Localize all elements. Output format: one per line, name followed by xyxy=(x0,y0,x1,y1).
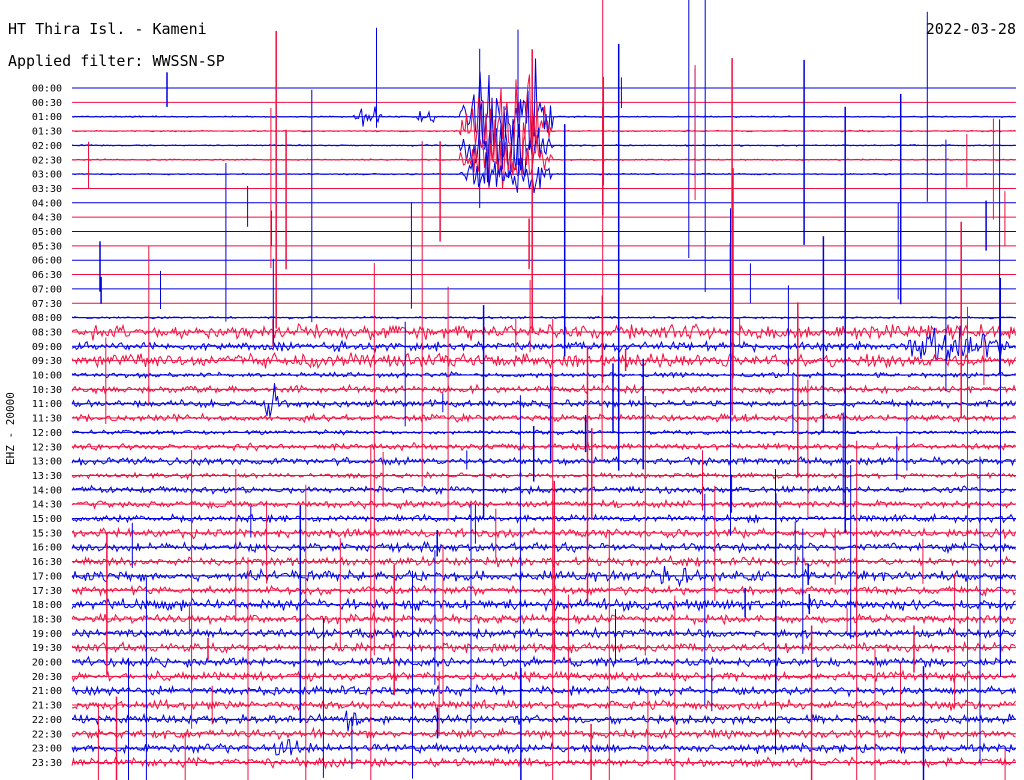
time-tick-label: 12:30 xyxy=(32,442,62,453)
date-label: 2022-03-28 xyxy=(925,20,1016,38)
time-tick-label: 12:00 xyxy=(32,428,62,439)
time-tick-label: 04:00 xyxy=(32,198,62,209)
time-tick-label: 00:30 xyxy=(32,98,62,109)
time-tick-label: 22:30 xyxy=(32,729,62,740)
time-tick-label: 23:30 xyxy=(32,758,62,769)
time-tick-label: 05:30 xyxy=(32,241,62,252)
waveform-trace xyxy=(71,554,1016,568)
time-tick-label: 13:30 xyxy=(32,471,62,482)
time-tick-label: 14:00 xyxy=(32,485,62,496)
time-tick-label: 01:30 xyxy=(32,127,62,138)
time-tick-label: 23:00 xyxy=(32,744,62,755)
waveform-trace xyxy=(71,74,1016,188)
time-tick-label: 21:30 xyxy=(32,701,62,712)
waveform-trace xyxy=(71,315,1016,320)
waveform-trace xyxy=(71,683,1016,698)
waveform-trace xyxy=(71,611,1016,626)
waveform-trace xyxy=(71,412,1016,424)
time-tick-label: 15:00 xyxy=(32,514,62,525)
station-title: HT Thira Isl. - Kameni xyxy=(8,20,207,38)
time-tick-label: 11:30 xyxy=(32,414,62,425)
time-tick-label: 20:00 xyxy=(32,658,62,669)
time-tick-label: 06:30 xyxy=(32,270,62,281)
waveform-trace xyxy=(71,584,1016,598)
waveform-trace xyxy=(71,540,1016,555)
waveform-trace xyxy=(71,455,1016,467)
filter-label: Applied filter: WWSSN-SP xyxy=(8,52,225,70)
time-tick-label: 18:30 xyxy=(32,614,62,625)
waveform-trace xyxy=(71,655,1016,669)
time-tick-label: 06:00 xyxy=(32,256,62,267)
waveform-trace xyxy=(71,626,1016,641)
waveform-trace xyxy=(71,429,1016,436)
time-tick-label: 11:00 xyxy=(32,399,62,410)
waveform-trace xyxy=(71,597,1016,613)
waveform-trace xyxy=(71,640,1016,654)
time-tick-label: 18:00 xyxy=(32,600,62,611)
waveform-trace xyxy=(71,498,1016,510)
time-tick-label: 02:00 xyxy=(32,141,62,152)
waveform-trace xyxy=(71,470,1016,481)
time-tick-label: 14:30 xyxy=(32,500,62,511)
time-tick-label: 15:30 xyxy=(32,528,62,539)
time-tick-label: 19:00 xyxy=(32,629,62,640)
time-tick-label: 04:30 xyxy=(32,213,62,224)
waveform-trace xyxy=(71,726,1016,741)
time-tick-label: 17:30 xyxy=(32,586,62,597)
time-tick-label: 16:00 xyxy=(32,543,62,554)
time-tick-label: 17:00 xyxy=(32,571,62,582)
time-tick-label: 08:30 xyxy=(32,327,62,338)
time-tick-label: 21:00 xyxy=(32,686,62,697)
waveform-trace xyxy=(71,566,1016,588)
time-tick-label: 02:30 xyxy=(32,155,62,166)
time-tick-label: 10:30 xyxy=(32,385,62,396)
waveform-trace xyxy=(71,370,1016,379)
time-tick-label: 00:00 xyxy=(32,84,62,95)
waveform-trace xyxy=(71,739,1016,756)
waveform-trace xyxy=(71,756,1016,770)
waveform-trace xyxy=(71,441,1016,452)
time-tick-label: 05:00 xyxy=(32,227,62,238)
time-tick-label: 03:00 xyxy=(32,170,62,181)
time-tick-label: 19:30 xyxy=(32,643,62,654)
time-tick-label: 09:30 xyxy=(32,356,62,367)
waveform-trace xyxy=(71,512,1016,524)
waveform-trace xyxy=(71,710,1016,732)
waveform-trace xyxy=(71,526,1016,541)
time-tick-label: 07:30 xyxy=(32,299,62,310)
time-tick-label: 09:00 xyxy=(32,342,62,353)
time-tick-label: 10:00 xyxy=(32,371,62,382)
waveform-trace xyxy=(71,119,1016,189)
waveform-trace xyxy=(71,325,1016,362)
waveform-trace xyxy=(71,383,1016,418)
waveform-trace xyxy=(71,698,1016,713)
waveform-trace xyxy=(71,103,1016,183)
waveform-trace xyxy=(71,351,1016,370)
waveform-trace xyxy=(71,669,1016,684)
waveform-trace xyxy=(71,484,1016,496)
waveform-trace xyxy=(71,151,1016,194)
time-tick-label: 01:00 xyxy=(32,112,62,123)
waveform-trace xyxy=(71,383,1016,395)
time-tick-label: 07:00 xyxy=(32,284,62,295)
time-tick-label: 13:00 xyxy=(32,457,62,468)
waveform-trace xyxy=(71,323,1016,341)
time-tick-label: 22:00 xyxy=(32,715,62,726)
time-tick-label: 08:00 xyxy=(32,313,62,324)
time-tick-label: 03:30 xyxy=(32,184,62,195)
time-tick-label: 20:30 xyxy=(32,672,62,683)
time-tick-label: 16:30 xyxy=(32,557,62,568)
